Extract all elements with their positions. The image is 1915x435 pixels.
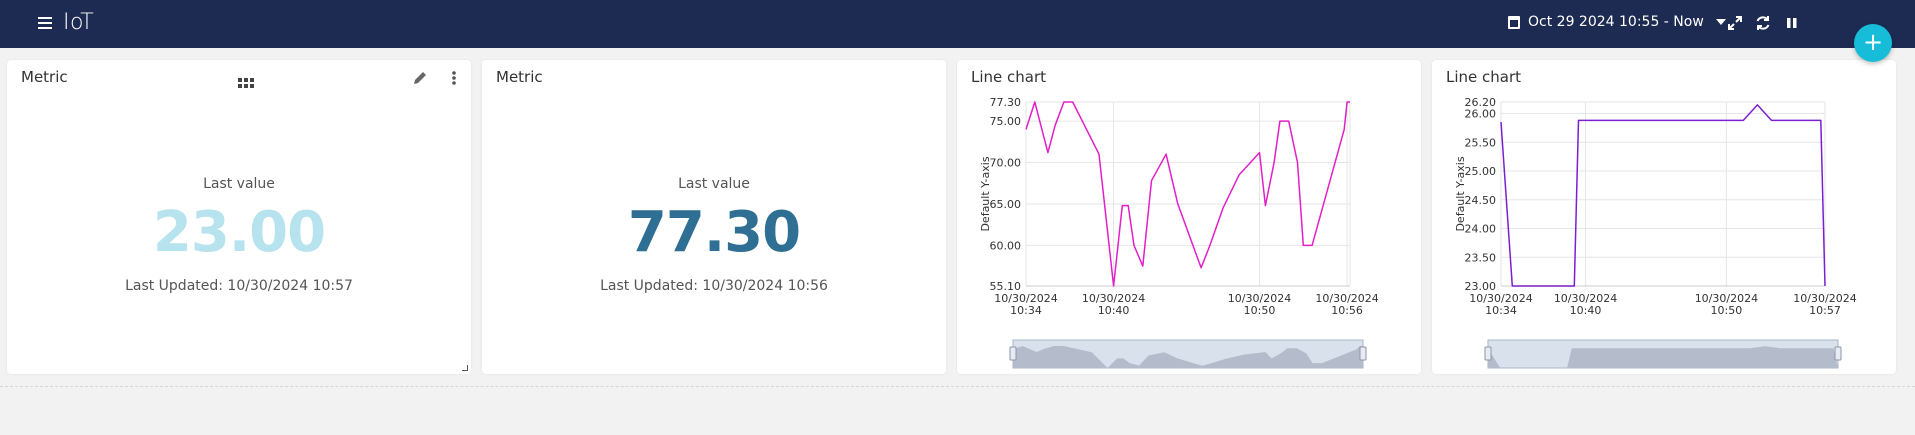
x-tick-time: 10:50 [1244, 304, 1276, 317]
refresh-icon[interactable] [1754, 14, 1772, 32]
y-tick-label: 70.00 [990, 157, 1022, 170]
y-tick-label: 26.20 [1465, 96, 1497, 109]
y-tick-label: 24.50 [1465, 194, 1497, 207]
chevron-down-icon [1715, 19, 1726, 25]
x-tick-time: 10:34 [1010, 304, 1042, 317]
drag-handle-icon[interactable] [238, 73, 254, 92]
x-tick-time: 10:40 [1098, 304, 1130, 317]
x-tick-time: 10:40 [1570, 304, 1602, 317]
line-chart-widget-1: Line chart 55.10 60.00 65.00 70.00 75.00 77.3… [957, 60, 1421, 374]
x-tick-date: 10/30/2024 [1228, 292, 1291, 305]
x-tick-date: 10/30/2024 [1315, 292, 1378, 305]
y-tick-label: 60.00 [990, 239, 1022, 252]
y-tick-label: 25.50 [1465, 136, 1497, 149]
resize-handle[interactable] [462, 365, 468, 371]
y-tick-label: 26.00 [1465, 108, 1497, 121]
x-tick-time: 10:50 [1711, 304, 1743, 317]
last-value-label: Last value [203, 176, 275, 192]
x-tick-date: 10/30/2024 [994, 292, 1057, 305]
y-tick-label: 77.30 [990, 96, 1022, 109]
y-axis-label: Default Y-axis [979, 156, 992, 231]
app-title: IoT [63, 10, 95, 35]
edit-icon[interactable] [412, 70, 428, 90]
x-tick-date: 10/30/2024 [1082, 292, 1145, 305]
pause-icon[interactable] [1783, 14, 1801, 32]
y-tick-label: 25.00 [1465, 165, 1497, 178]
navigator-handle[interactable] [1359, 346, 1367, 361]
metric-widget-1: Metric Last value 23.00 Last Updated: 10… [7, 60, 471, 374]
y-tick-label: 75.00 [990, 115, 1022, 128]
last-updated-text: Last Updated: 10/30/2024 10:56 [600, 278, 828, 294]
x-tick-date: 10/30/2024 [1554, 292, 1617, 305]
widget-title: Line chart [1446, 68, 1522, 86]
calendar-icon [1508, 15, 1520, 29]
fullscreen-icon[interactable] [1726, 14, 1744, 32]
last-value: 23.00 [152, 200, 326, 265]
line-chart: 23.00 23.50 24.00 24.50 25.00 25.50 26.0026.20… [1454, 96, 1857, 369]
widget-title: Metric [21, 68, 68, 86]
add-widget-button[interactable]: + [1854, 24, 1892, 62]
navigator-handle[interactable] [1484, 346, 1492, 361]
menu-icon[interactable] [38, 14, 58, 34]
y-tick-label: 23.00 [1465, 280, 1497, 293]
dashboard-grid-line [0, 386, 1915, 387]
time-range-picker[interactable]: Oct 29 2024 10:55 - Now [1508, 14, 1726, 30]
line-chart-widget-2: Line chart 23.00 23.50 24.00 24.50 25.00 25.5… [1432, 60, 1896, 374]
x-tick-date: 10/30/2024 [1695, 292, 1758, 305]
x-tick-time: 10:34 [1485, 304, 1517, 317]
more-options-icon[interactable] [451, 70, 457, 90]
metric-widget-2: Metric Last value 77.30 Last Updated: 10… [482, 60, 946, 374]
series-line [1025, 101, 1350, 287]
y-tick-label: 23.50 [1465, 251, 1497, 264]
time-range-label: Oct 29 2024 10:55 - Now [1528, 14, 1704, 30]
last-updated-text: Last Updated: 10/30/2024 10:57 [125, 278, 353, 294]
top-bar: IoT Oct 29 2024 10:55 - Now [0, 0, 1915, 48]
x-tick-date: 10/30/2024 [1469, 292, 1532, 305]
last-value-label: Last value [678, 176, 750, 192]
line-chart: 55.10 60.00 65.00 70.00 75.00 77.30 10/30/2024… [979, 96, 1379, 369]
zoom-navigator[interactable] [1484, 339, 1842, 369]
zoom-navigator[interactable] [1009, 339, 1367, 369]
y-tick-label: 65.00 [990, 198, 1022, 211]
x-tick-date: 10/30/2024 [1793, 292, 1856, 305]
y-tick-label: 55.10 [990, 280, 1022, 293]
navigator-area [1488, 346, 1838, 368]
navigator-area [1013, 346, 1363, 368]
x-tick-time: 10:56 [1331, 304, 1363, 317]
widget-title: Metric [496, 68, 543, 86]
y-axis-label: Default Y-axis [1454, 156, 1467, 231]
x-tick-time: 10:57 [1809, 304, 1841, 317]
navigator-handle[interactable] [1834, 346, 1842, 361]
series-line [1500, 104, 1826, 287]
last-value: 77.30 [627, 200, 801, 265]
y-tick-label: 24.00 [1465, 223, 1497, 236]
navigator-handle[interactable] [1009, 346, 1017, 361]
widget-title: Line chart [971, 68, 1047, 86]
